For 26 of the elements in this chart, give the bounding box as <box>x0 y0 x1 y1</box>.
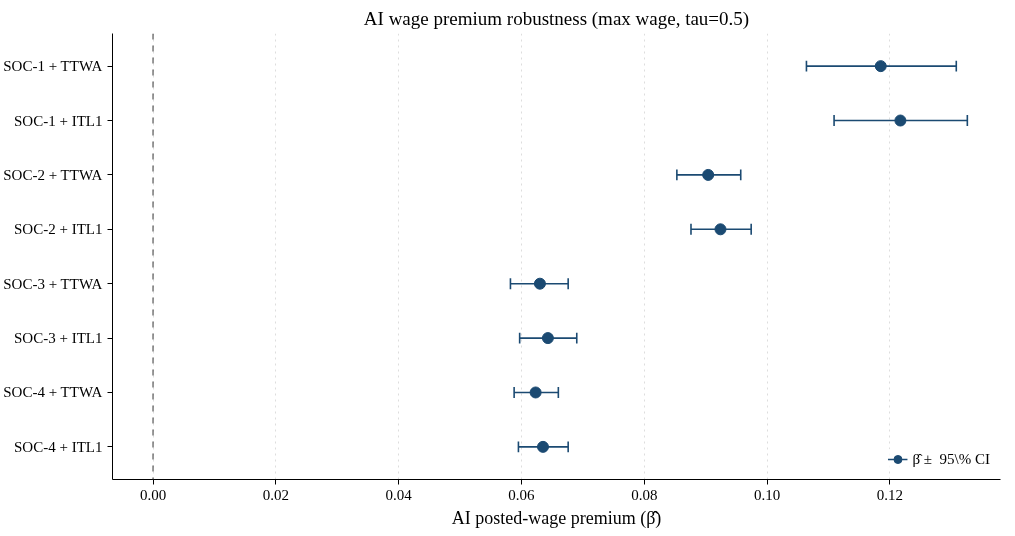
legend-label: β̂ ± 95\% CI <box>912 450 990 468</box>
x-tick-label: 0.02 <box>262 486 289 503</box>
y-tick-label: SOC-4 + TTWA <box>3 384 103 401</box>
y-tick-label: SOC-3 + TTWA <box>3 275 103 292</box>
point <box>536 440 549 453</box>
x-tick-label: 0.10 <box>754 486 781 503</box>
x-tick-label: 0.08 <box>631 486 658 503</box>
x-tick-label: 0.06 <box>508 486 536 503</box>
y-tick-label: SOC-1 + TTWA <box>3 58 103 75</box>
point <box>894 114 907 127</box>
x-tick-label: 0.00 <box>139 486 167 503</box>
chart-title: AI wage premium robustness (max wage, tau=0.5) <box>363 7 750 30</box>
y-tick-label: SOC-1 + ITL1 <box>14 112 103 129</box>
y-tick-label: SOC-2 + ITL1 <box>14 221 103 238</box>
point <box>714 223 727 236</box>
point <box>702 168 715 181</box>
x-tick-label: 0.04 <box>385 486 413 503</box>
y-tick-label: SOC-2 + TTWA <box>3 166 103 183</box>
point <box>541 332 554 345</box>
point <box>529 386 542 399</box>
x-axis-title: AI posted-wage premium (β̂) <box>451 507 662 529</box>
y-tick-label: SOC-3 + ITL1 <box>14 330 103 347</box>
point <box>874 60 887 73</box>
x-tick-label: 0.12 <box>876 486 904 503</box>
point <box>533 277 546 290</box>
y-tick-label: SOC-4 + ITL1 <box>14 438 103 455</box>
